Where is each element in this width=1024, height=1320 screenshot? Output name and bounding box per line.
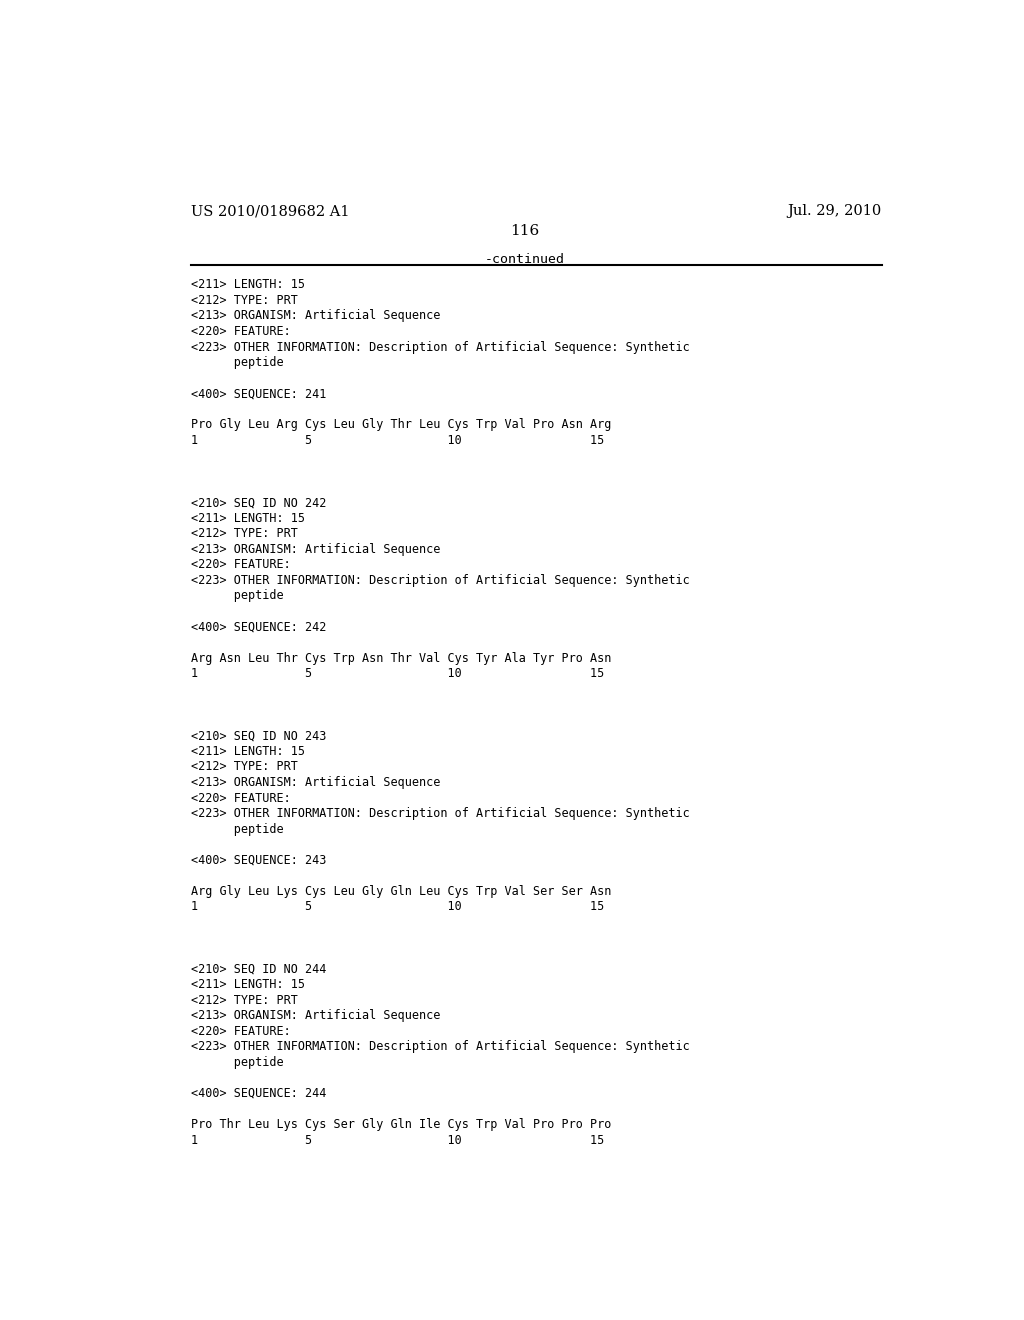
Text: US 2010/0189682 A1: US 2010/0189682 A1 — [191, 205, 350, 218]
Text: Arg Gly Leu Lys Cys Leu Gly Gln Leu Cys Trp Val Ser Ser Asn: Arg Gly Leu Lys Cys Leu Gly Gln Leu Cys … — [191, 884, 612, 898]
Text: <211> LENGTH: 15: <211> LENGTH: 15 — [191, 978, 305, 991]
Text: <220> FEATURE:: <220> FEATURE: — [191, 792, 291, 804]
Text: 1               5                   10                  15: 1 5 10 15 — [191, 900, 605, 913]
Text: peptide: peptide — [191, 356, 284, 370]
Text: <212> TYPE: PRT: <212> TYPE: PRT — [191, 527, 298, 540]
Text: <211> LENGTH: 15: <211> LENGTH: 15 — [191, 279, 305, 292]
Text: <220> FEATURE:: <220> FEATURE: — [191, 558, 291, 572]
Text: <223> OTHER INFORMATION: Description of Artificial Sequence: Synthetic: <223> OTHER INFORMATION: Description of … — [191, 574, 690, 587]
Text: 1               5                   10                  15: 1 5 10 15 — [191, 1134, 605, 1147]
Text: <211> LENGTH: 15: <211> LENGTH: 15 — [191, 744, 305, 758]
Text: <220> FEATURE:: <220> FEATURE: — [191, 325, 291, 338]
Text: <213> ORGANISM: Artificial Sequence: <213> ORGANISM: Artificial Sequence — [191, 776, 441, 789]
Text: peptide: peptide — [191, 822, 284, 836]
Text: 1               5                   10                  15: 1 5 10 15 — [191, 667, 605, 680]
Text: 1               5                   10                  15: 1 5 10 15 — [191, 434, 605, 447]
Text: <211> LENGTH: 15: <211> LENGTH: 15 — [191, 512, 305, 524]
Text: 116: 116 — [510, 224, 540, 239]
Text: <210> SEQ ID NO 242: <210> SEQ ID NO 242 — [191, 496, 327, 510]
Text: -continued: -continued — [484, 253, 565, 265]
Text: <213> ORGANISM: Artificial Sequence: <213> ORGANISM: Artificial Sequence — [191, 1010, 441, 1022]
Text: <400> SEQUENCE: 243: <400> SEQUENCE: 243 — [191, 854, 327, 867]
Text: Jul. 29, 2010: Jul. 29, 2010 — [787, 205, 882, 218]
Text: <223> OTHER INFORMATION: Description of Artificial Sequence: Synthetic: <223> OTHER INFORMATION: Description of … — [191, 341, 690, 354]
Text: <213> ORGANISM: Artificial Sequence: <213> ORGANISM: Artificial Sequence — [191, 543, 441, 556]
Text: <223> OTHER INFORMATION: Description of Artificial Sequence: Synthetic: <223> OTHER INFORMATION: Description of … — [191, 1040, 690, 1053]
Text: <223> OTHER INFORMATION: Description of Artificial Sequence: Synthetic: <223> OTHER INFORMATION: Description of … — [191, 807, 690, 820]
Text: <212> TYPE: PRT: <212> TYPE: PRT — [191, 760, 298, 774]
Text: <212> TYPE: PRT: <212> TYPE: PRT — [191, 294, 298, 306]
Text: <210> SEQ ID NO 243: <210> SEQ ID NO 243 — [191, 730, 327, 742]
Text: Pro Thr Leu Lys Cys Ser Gly Gln Ile Cys Trp Val Pro Pro Pro: Pro Thr Leu Lys Cys Ser Gly Gln Ile Cys … — [191, 1118, 612, 1131]
Text: Pro Gly Leu Arg Cys Leu Gly Thr Leu Cys Trp Val Pro Asn Arg: Pro Gly Leu Arg Cys Leu Gly Thr Leu Cys … — [191, 418, 612, 432]
Text: <210> SEQ ID NO 244: <210> SEQ ID NO 244 — [191, 962, 327, 975]
Text: <400> SEQUENCE: 244: <400> SEQUENCE: 244 — [191, 1086, 327, 1100]
Text: <213> ORGANISM: Artificial Sequence: <213> ORGANISM: Artificial Sequence — [191, 309, 441, 322]
Text: <400> SEQUENCE: 241: <400> SEQUENCE: 241 — [191, 387, 327, 400]
Text: Arg Asn Leu Thr Cys Trp Asn Thr Val Cys Tyr Ala Tyr Pro Asn: Arg Asn Leu Thr Cys Trp Asn Thr Val Cys … — [191, 652, 612, 664]
Text: peptide: peptide — [191, 589, 284, 602]
Text: <212> TYPE: PRT: <212> TYPE: PRT — [191, 994, 298, 1007]
Text: peptide: peptide — [191, 1056, 284, 1069]
Text: <220> FEATURE:: <220> FEATURE: — [191, 1024, 291, 1038]
Text: <400> SEQUENCE: 242: <400> SEQUENCE: 242 — [191, 620, 327, 634]
